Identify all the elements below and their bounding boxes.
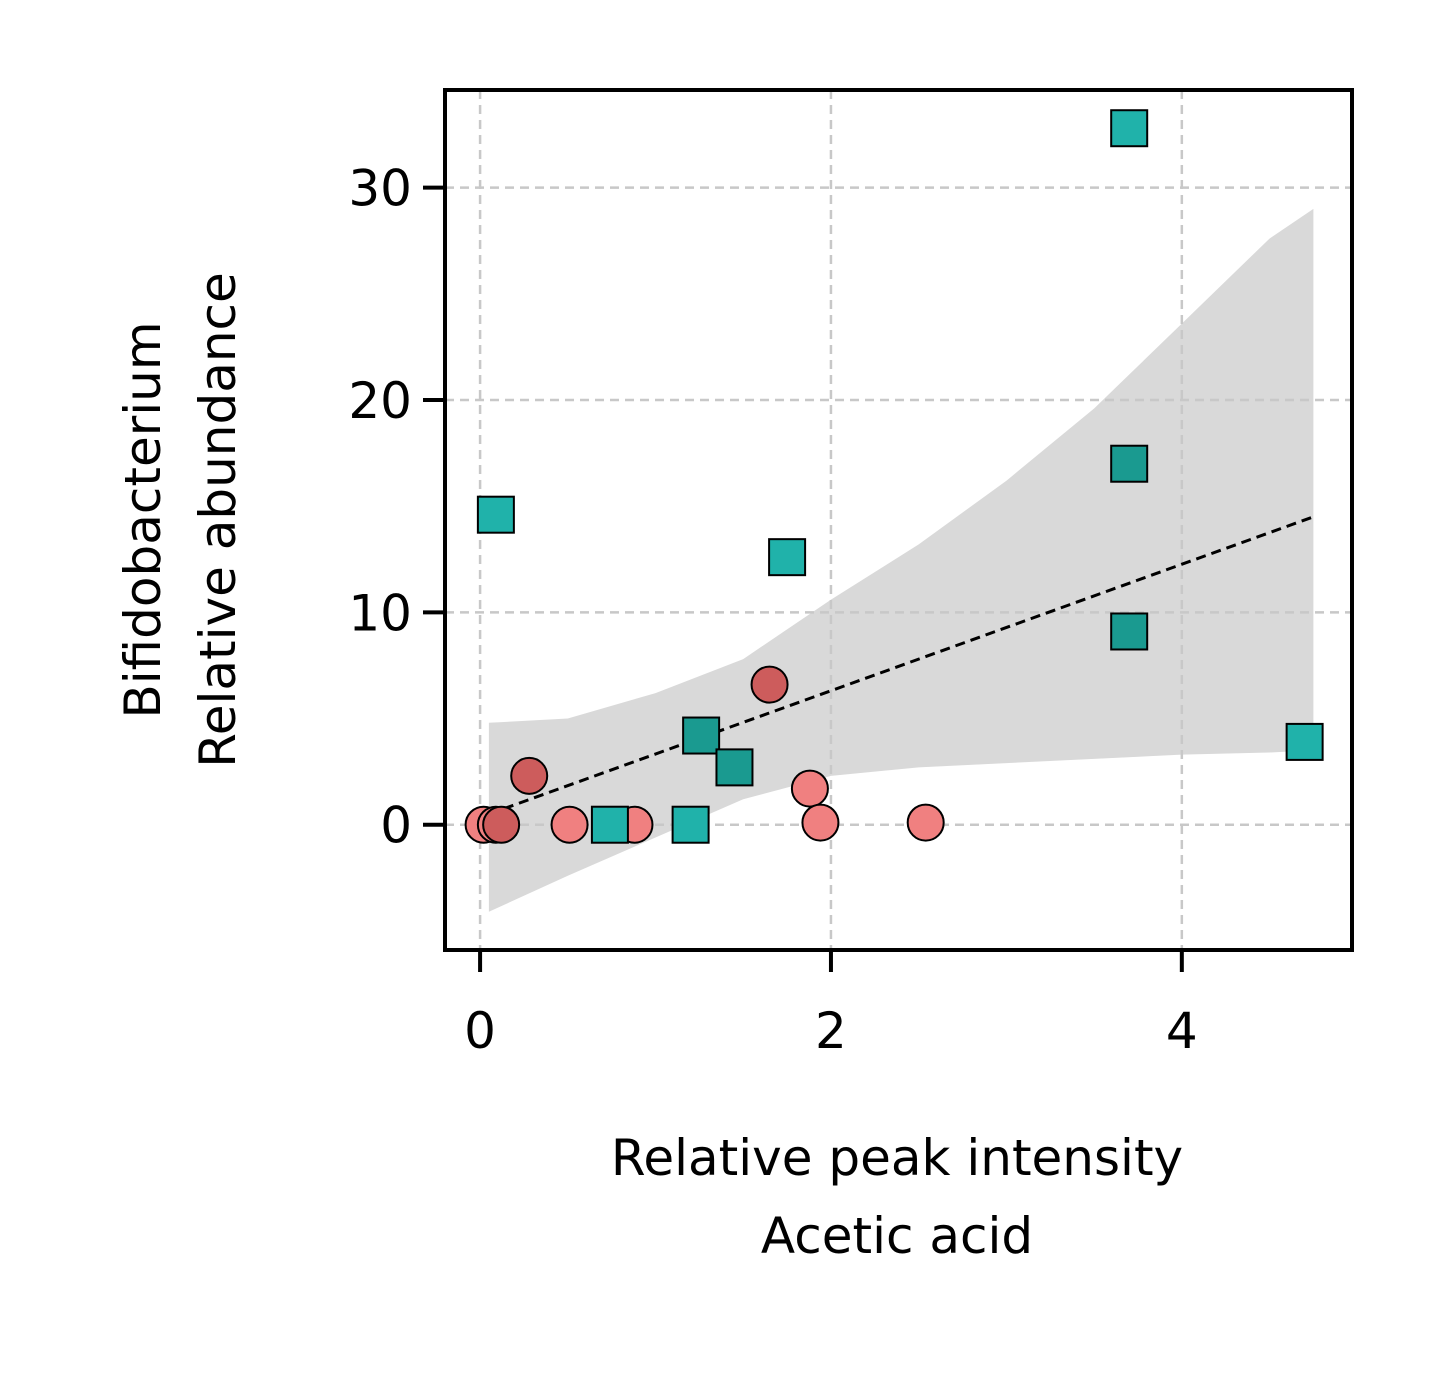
plot-frame (443, 88, 1354, 952)
circle-point (510, 756, 549, 795)
y-axis-label-line1: Bifidobacterium (114, 321, 172, 718)
ticks-layer: 0 2 4 0 10 20 30 (348, 160, 1197, 1060)
y-axis-label-line2: Relative abundance (189, 272, 247, 768)
square-point (682, 716, 721, 755)
square-point (768, 538, 807, 577)
y-tick-label: 30 (348, 160, 412, 218)
square-point (671, 805, 710, 844)
y-tick-label: 10 (348, 584, 412, 642)
points-layer (464, 109, 1324, 844)
square-point (1285, 722, 1324, 761)
regression-line (488, 515, 1314, 816)
circle-point (906, 803, 945, 842)
regression-layer (488, 515, 1314, 816)
x-tick-label: 2 (815, 1002, 847, 1060)
x-axis-label-line1: Relative peak intensity (611, 1129, 1183, 1187)
square-point (476, 495, 515, 534)
square-point (1110, 444, 1149, 483)
x-axis-label-line2: Acetic acid (761, 1207, 1033, 1265)
x-tick-label: 4 (1166, 1002, 1198, 1060)
y-tick-label: 20 (348, 372, 412, 430)
circle-point (550, 805, 589, 844)
square-point (715, 748, 754, 787)
square-point (1110, 612, 1149, 651)
circle-point (482, 805, 521, 844)
square-point (1110, 109, 1149, 148)
y-tick-label: 0 (380, 797, 412, 855)
x-tick-label: 0 (464, 1002, 496, 1060)
square-point (590, 805, 629, 844)
circle-point (790, 769, 829, 808)
circle-point (750, 665, 789, 704)
circle-point (801, 803, 840, 842)
